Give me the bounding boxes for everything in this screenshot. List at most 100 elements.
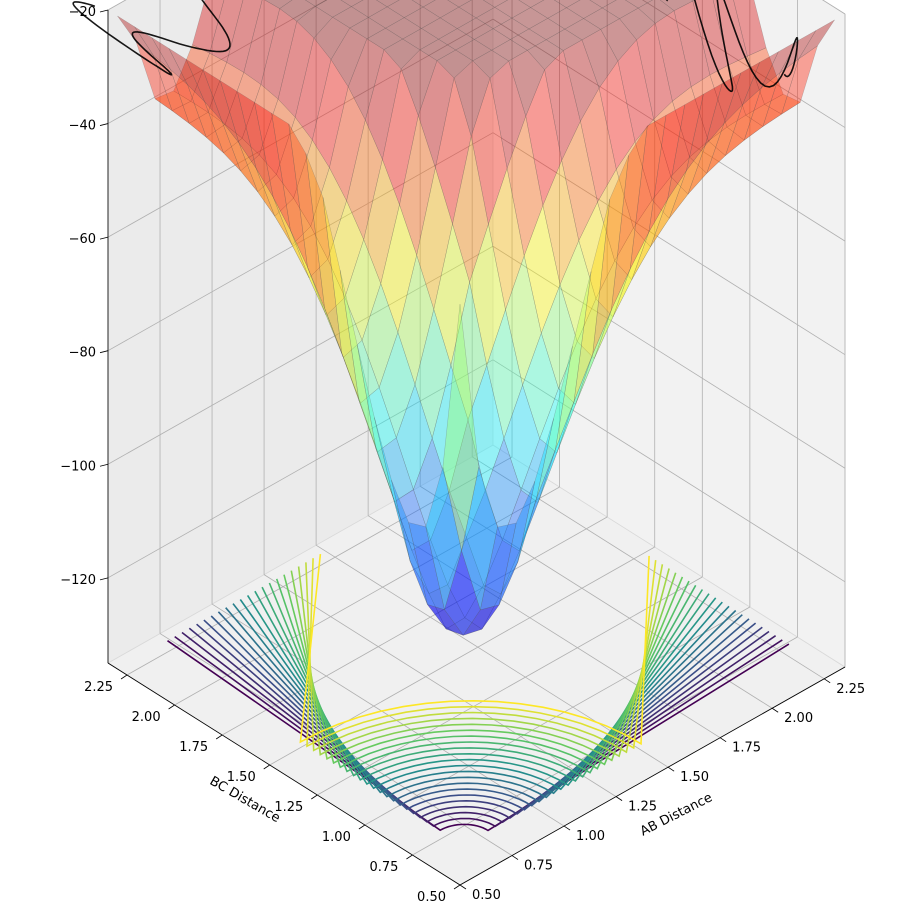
contour-line	[217, 611, 743, 803]
axis-line	[358, 824, 366, 830]
contour-line	[225, 607, 737, 799]
axis-line	[99, 577, 109, 581]
contour-line	[181, 631, 777, 824]
axis-line	[453, 884, 461, 890]
axis-line	[615, 796, 623, 801]
z-tick-label: −20	[69, 5, 96, 20]
grid-line	[492, 359, 846, 583]
trajectory-line	[72, 0, 799, 93]
axis-line	[771, 707, 779, 713]
x-tick-label: 0.75	[524, 859, 553, 874]
y-tick-label: 2.25	[84, 680, 113, 695]
y-tick-label: 1.25	[274, 800, 303, 815]
grid-line	[107, 245, 494, 465]
axis-line	[719, 737, 727, 743]
contour-line	[254, 590, 710, 782]
axis-line	[459, 884, 467, 890]
axis-line	[563, 825, 571, 831]
axis-line	[263, 764, 270, 770]
surface-patch	[305, 0, 328, 7]
x-tick-label: 1.00	[576, 829, 605, 844]
contour-line	[210, 615, 750, 807]
contour-line	[203, 619, 757, 811]
axis-line	[99, 123, 109, 126]
grid-line	[107, 359, 494, 579]
axis-line	[120, 674, 128, 680]
x-tick-label: 1.50	[680, 770, 709, 785]
z-tick-label: −100	[60, 459, 96, 474]
contour-line	[167, 640, 790, 832]
x-tick-label: 1.75	[732, 741, 761, 756]
z-tick-label: −60	[69, 232, 96, 247]
z-tick-label: −120	[60, 573, 96, 588]
axis-line	[99, 236, 109, 240]
y-axis-ticks: 0.50 0.75 1.00 1.25 1.50 1.75 2.00 2.25	[84, 680, 446, 905]
grid-line	[107, 0, 328, 124]
axis-line	[511, 855, 519, 860]
x-tick-label: 0.50	[472, 888, 501, 903]
contour-line	[297, 566, 670, 758]
y-tick-label: 0.75	[369, 860, 398, 875]
y-tick-label: 1.50	[227, 770, 256, 785]
grid-line	[107, 132, 494, 352]
y-tick-label: 1.00	[322, 830, 351, 845]
contour-line	[290, 570, 677, 762]
y-tick-label: 2.00	[132, 710, 161, 725]
grid-line	[641, 0, 846, 128]
grid-line	[263, 574, 617, 797]
grid-line	[269, 546, 655, 766]
axis-line	[107, 662, 461, 886]
axis-line	[99, 463, 109, 467]
contour-line	[299, 554, 650, 746]
grid-line	[367, 515, 721, 739]
contour-line	[261, 586, 704, 778]
contour-line	[188, 627, 770, 820]
x-tick-label: 2.25	[836, 682, 865, 697]
z-tick-label: −80	[69, 346, 96, 361]
contour-floor	[167, 554, 790, 832]
grid-line	[221, 516, 608, 736]
x-axis-ticks: 0.50 0.75 1.00 1.25 1.50 1.75 2.00 2.25	[472, 682, 865, 903]
grid-line	[315, 544, 669, 768]
surface-patch	[442, 304, 479, 551]
grid-line	[492, 18, 846, 242]
x-tick-label: 2.00	[784, 711, 813, 726]
axis-line	[823, 678, 831, 684]
axis-panes	[107, 0, 846, 886]
axis-line	[311, 794, 318, 800]
contour-line	[275, 578, 690, 770]
surface-patch	[340, 0, 364, 7]
grid-line	[211, 603, 565, 827]
axis-line	[99, 9, 109, 13]
surface-patch	[376, 0, 400, 8]
axis-line	[406, 854, 413, 860]
surface-patch	[411, 0, 436, 8]
contour-line	[232, 603, 730, 795]
y-tick-label: 1.75	[179, 740, 208, 755]
grid-line	[492, 245, 846, 469]
grid-line	[317, 576, 703, 796]
contour-line	[246, 594, 717, 787]
grid-line	[492, 132, 846, 356]
axis-line	[459, 666, 846, 886]
axis-line	[667, 766, 675, 772]
contour-line	[239, 599, 723, 791]
contour-line	[268, 582, 697, 774]
x-tick-label: 1.25	[628, 800, 657, 815]
y-tick-label: 0.50	[417, 890, 446, 905]
axis-line	[215, 734, 223, 740]
trajectory-path	[72, 0, 799, 93]
axis-lines	[99, 9, 846, 890]
contour-line	[196, 623, 763, 815]
contour-line	[283, 574, 684, 766]
contour-line	[306, 558, 657, 750]
x-axis-title: AB Distance	[638, 790, 715, 839]
axis-line	[99, 350, 109, 354]
z-tick-label: −40	[69, 119, 96, 134]
axis-line	[168, 704, 175, 710]
z-axis-ticks: −20 −40 −60 −80 −100 −120	[60, 5, 96, 588]
contour-line	[174, 635, 783, 828]
contour-line	[305, 562, 664, 754]
